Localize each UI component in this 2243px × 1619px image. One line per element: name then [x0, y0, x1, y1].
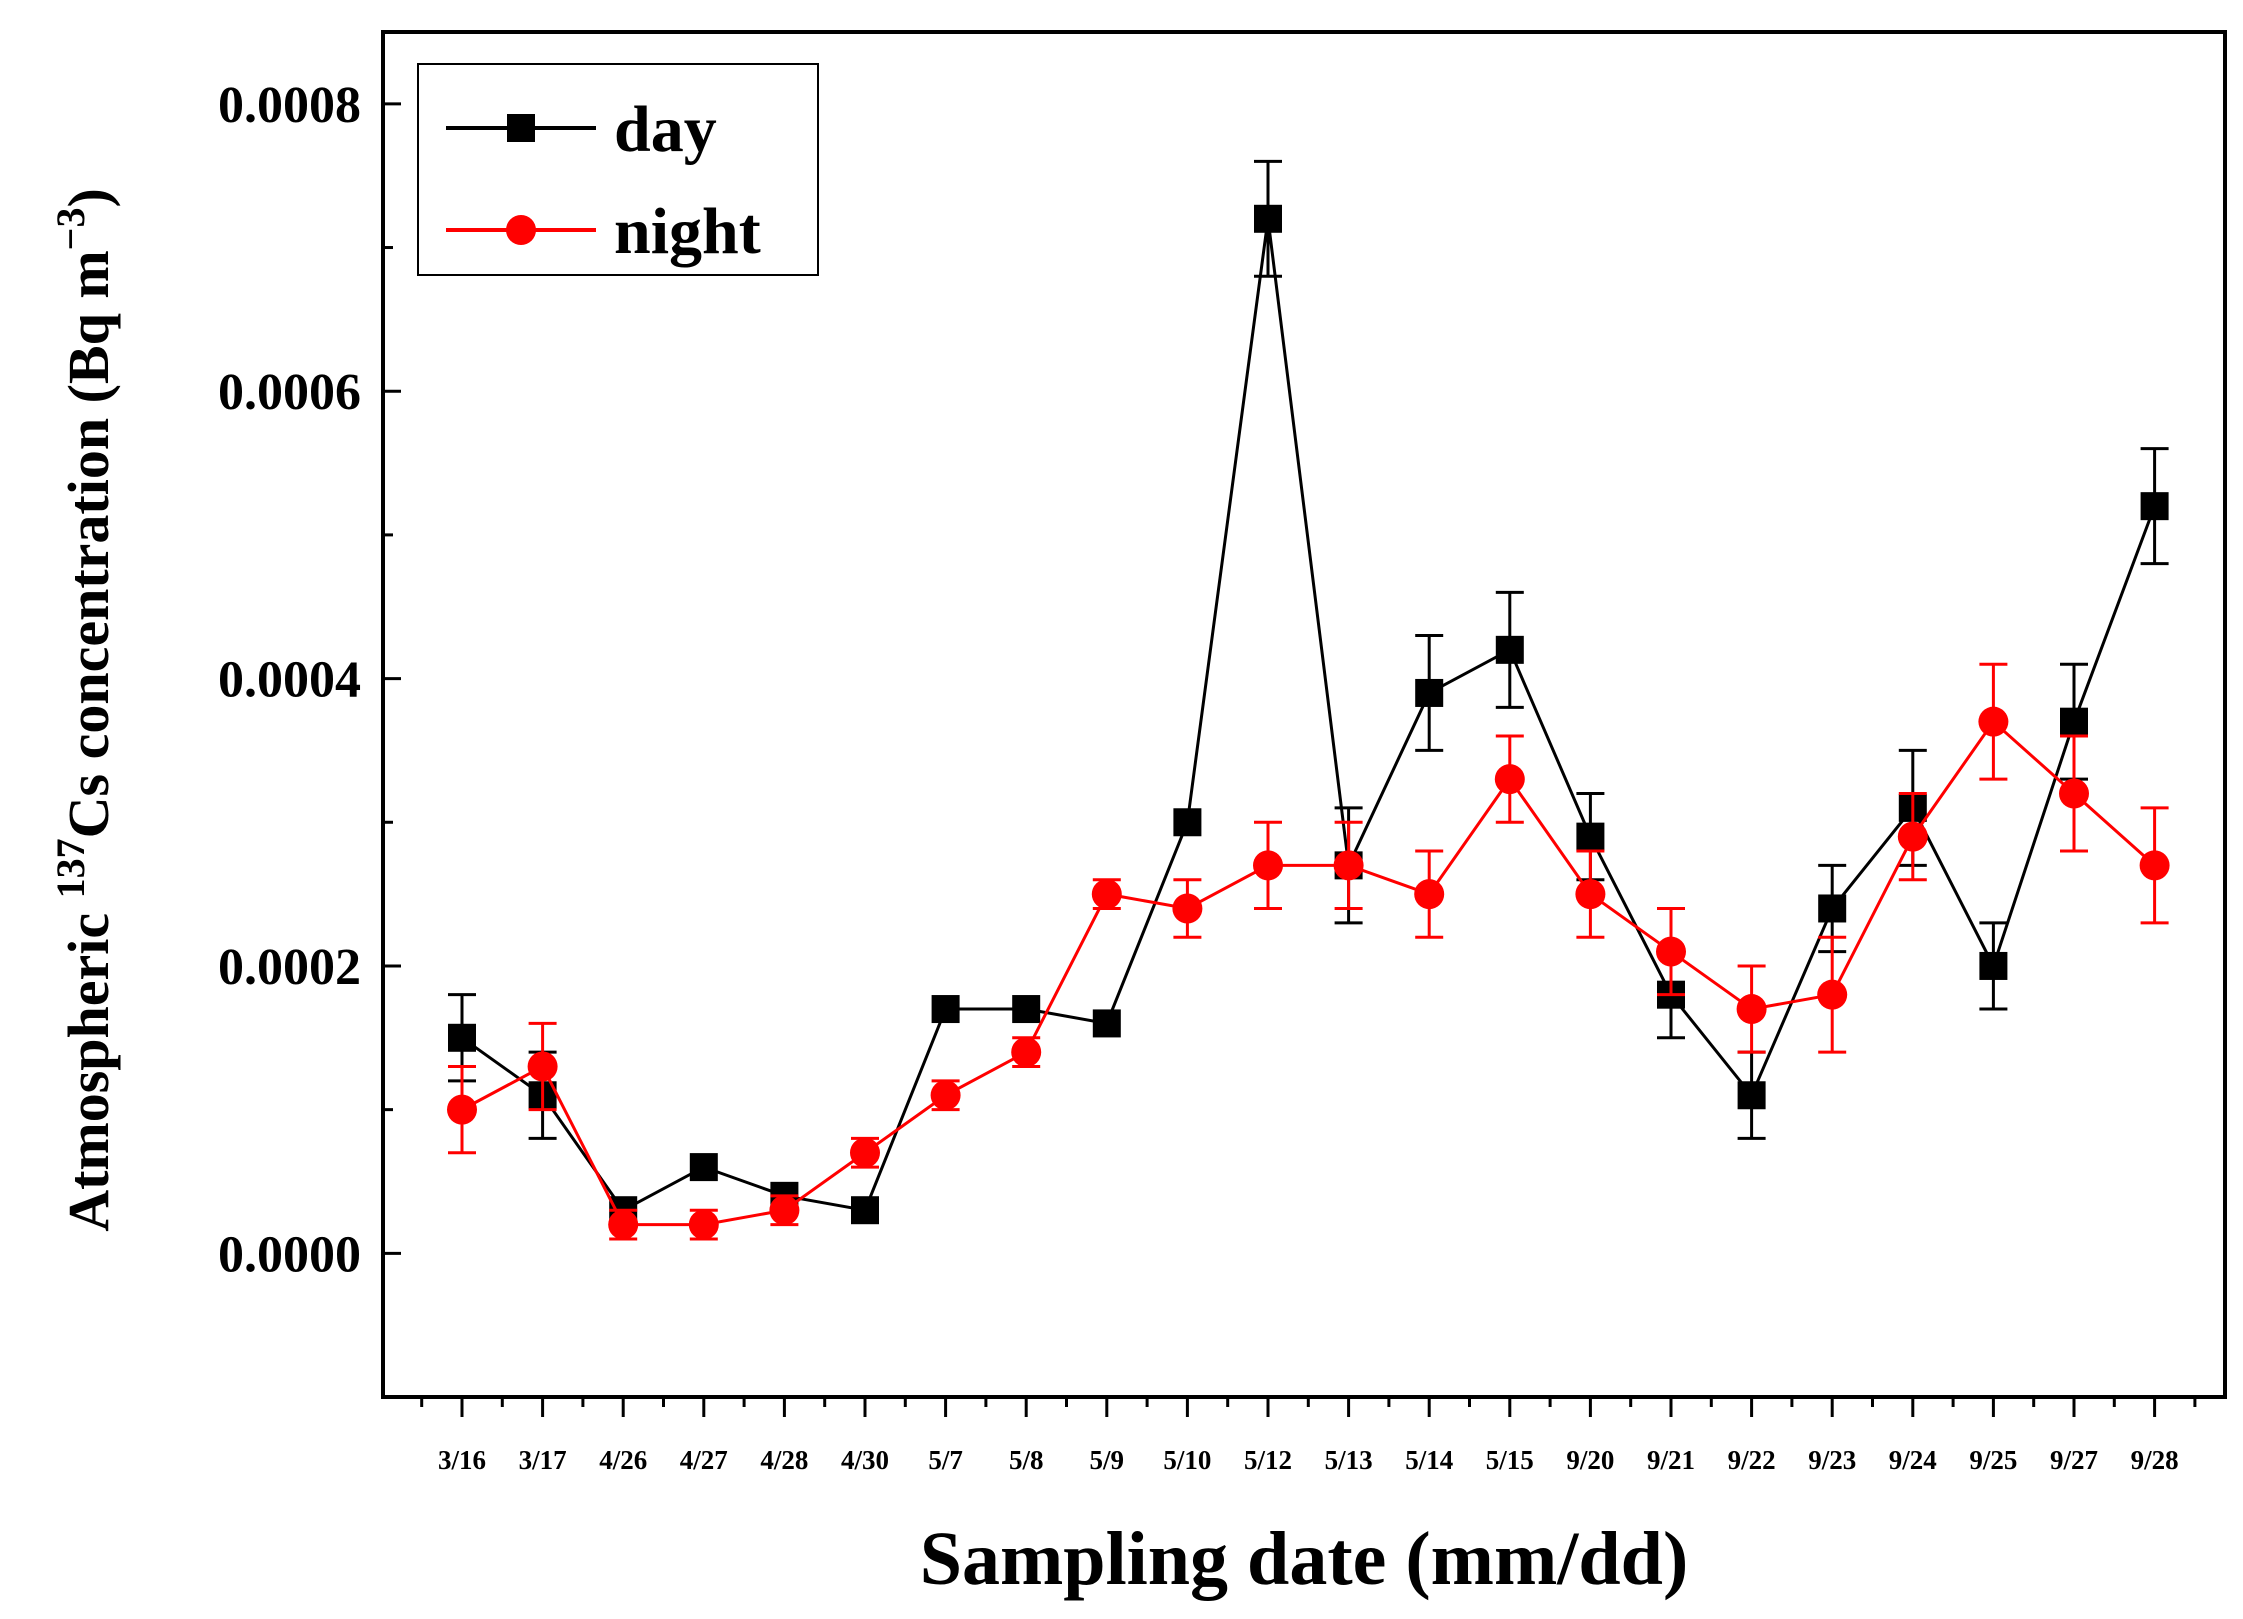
- data-point-night: [2059, 778, 2089, 809]
- x-tick-label: 9/27: [2050, 1445, 2098, 1475]
- x-tick-label: 5/10: [1163, 1445, 1211, 1475]
- data-point-day: [1576, 822, 1605, 851]
- data-point-day: [1737, 1081, 1766, 1110]
- y-axis-title-element: Cs concentration (Bq m: [56, 250, 121, 838]
- x-tick-label: 5/13: [1325, 1445, 1373, 1475]
- data-point-night: [769, 1195, 800, 1226]
- y-tick-label: 0.0008: [218, 77, 361, 134]
- y-tick-label: 0.0000: [218, 1226, 361, 1283]
- data-point-night: [1091, 879, 1122, 910]
- x-tick-label: 3/17: [519, 1445, 567, 1475]
- data-point-day: [1254, 204, 1282, 233]
- data-point-day: [689, 1153, 718, 1182]
- data-point-day: [1818, 894, 1847, 923]
- data-point-day: [1092, 1009, 1121, 1038]
- legend-box: [417, 63, 819, 276]
- legend-night-marker: [506, 215, 536, 245]
- data-point-night: [1978, 706, 2009, 737]
- legend-night-label: night: [614, 195, 761, 268]
- plot-frame: [381, 30, 2227, 1399]
- x-tick-label: 4/27: [680, 1445, 728, 1475]
- x-tick-label: 3/16: [438, 1445, 486, 1475]
- data-point-night: [608, 1209, 639, 1240]
- data-point-night: [1575, 879, 1606, 910]
- x-tick-label: 9/23: [1808, 1445, 1856, 1475]
- data-point-day: [1415, 678, 1444, 707]
- x-tick-label: 4/26: [599, 1445, 647, 1475]
- y-tick-label: 0.0006: [218, 364, 361, 421]
- data-point-night: [1253, 850, 1283, 881]
- series-day: [448, 159, 2169, 1225]
- x-tick-label: 9/22: [1728, 1445, 1776, 1475]
- x-tick-label: 4/28: [760, 1445, 808, 1475]
- data-point-night: [850, 1137, 880, 1168]
- data-point-night: [1494, 764, 1525, 795]
- y-tick-label: 0.0002: [218, 939, 361, 996]
- y-axis-title: Atmospheric 137Cs concentration (Bq m−3): [48, 188, 121, 1232]
- data-point-night: [930, 1080, 961, 1111]
- legend: day night: [417, 63, 819, 276]
- data-point-night: [527, 1051, 558, 1082]
- data-point-night: [1333, 850, 1364, 881]
- data-point-day: [851, 1196, 879, 1225]
- x-tick-label: 9/28: [2131, 1445, 2179, 1475]
- x-tick-label: 5/9: [1090, 1445, 1125, 1475]
- y-axis-title-prefix: Atmospheric: [56, 898, 121, 1231]
- data-point-night: [1414, 879, 1445, 910]
- legend-day-marker: [507, 114, 535, 142]
- data-point-day: [448, 1023, 476, 1052]
- x-axis-title: Sampling date (mm/dd): [920, 1517, 1689, 1601]
- series-line-day: [461, 218, 2157, 1213]
- data-point-night: [2139, 850, 2170, 881]
- x-tick-label: 4/30: [841, 1445, 889, 1475]
- series-layer: [447, 159, 2170, 1241]
- data-point-day: [1979, 951, 2008, 980]
- y-axis-title-suffix: ): [56, 188, 121, 207]
- x-axis: 3/16 3/17 4/26 4/27 4/28 4/30 5/7 5/8 5/9 5/10 5/1…: [420, 1397, 2197, 1475]
- data-point-night: [1817, 979, 1848, 1010]
- x-tick-label: 9/20: [1566, 1445, 1614, 1475]
- data-point-night: [1656, 936, 1686, 967]
- data-point-night: [1011, 1037, 1042, 1068]
- x-tick-label: 5/8: [1009, 1445, 1044, 1475]
- data-point-day: [1012, 995, 1041, 1024]
- series-line-night: [461, 719, 2156, 1227]
- data-point-day: [931, 995, 960, 1024]
- x-tick-label: 5/15: [1486, 1445, 1534, 1475]
- data-point-night: [447, 1094, 477, 1125]
- data-point-night: [1736, 994, 1767, 1025]
- data-point-day: [2060, 707, 2088, 736]
- data-point-day: [2140, 492, 2169, 521]
- data-point-night: [688, 1209, 719, 1240]
- y-axis: 0.0000 0.0002 0.0004 0.0006 0.0008: [218, 77, 401, 1283]
- y-axis-title-mass: 137: [48, 838, 93, 898]
- data-point-night: [1172, 893, 1203, 924]
- x-tick-label: 9/25: [1969, 1445, 2017, 1475]
- series-night: [447, 662, 2170, 1241]
- x-tick-label: 9/21: [1647, 1445, 1695, 1475]
- y-tick-label: 0.0004: [218, 652, 361, 709]
- x-tick-label: 5/7: [928, 1445, 963, 1475]
- data-point-day: [1495, 635, 1524, 664]
- x-tick-label: 5/12: [1244, 1445, 1292, 1475]
- y-axis-title-exponent: −3: [48, 208, 93, 251]
- legend-day-label: day: [614, 93, 717, 166]
- data-point-night: [1897, 821, 1928, 852]
- x-tick-label: 5/14: [1405, 1445, 1453, 1475]
- x-tick-label: 9/24: [1889, 1445, 1937, 1475]
- data-point-day: [1173, 808, 1202, 837]
